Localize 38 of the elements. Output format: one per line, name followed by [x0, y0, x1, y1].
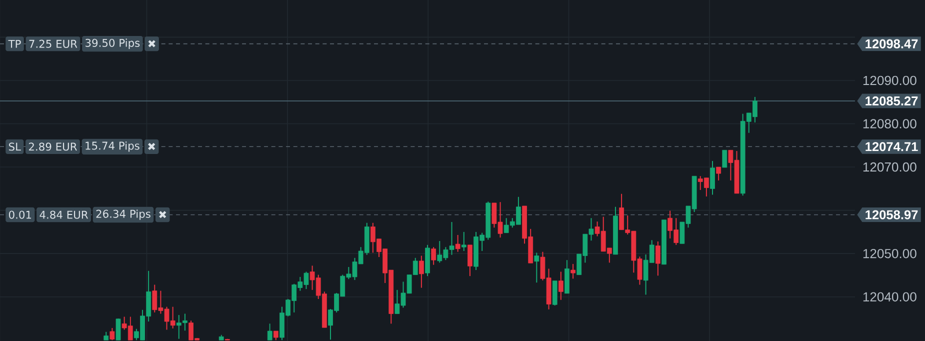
- annotation: 2.89 EUR: [28, 142, 77, 151]
- y-tick-label: 12090.00: [863, 76, 916, 86]
- candlestick: [570, 263, 576, 280]
- ref-line-label: 12058.97: [866, 210, 918, 220]
- y-tick-label: 12050.00: [863, 248, 916, 258]
- y-tick-label: 12070.00: [863, 162, 916, 172]
- candlestick: [710, 160, 715, 196]
- ref-line-label: 12098.47: [866, 39, 918, 48]
- annotation: SL: [8, 142, 21, 151]
- candlestick: [655, 240, 660, 276]
- annotation: ✖: [148, 142, 156, 150]
- annotation: 26.34 Pips: [96, 210, 150, 220]
- ref-line-label: 12085.27: [866, 96, 918, 106]
- candlestick: [534, 252, 540, 284]
- candlestick: [273, 330, 278, 341]
- annotation: 0.01: [8, 210, 32, 219]
- candlestick: [461, 231, 466, 252]
- candlestick: [267, 323, 272, 341]
- candlestick: [722, 150, 728, 168]
- candlestick: [431, 246, 436, 266]
- candlestick: [455, 234, 460, 252]
- annotation: ✖: [159, 211, 166, 218]
- candlestick: [558, 271, 564, 300]
- y-tick-label: 12080.00: [863, 119, 916, 128]
- annotation: 39.50 Pips: [86, 38, 140, 49]
- candlestick: [418, 255, 424, 288]
- annotation: 4.84 EUR: [40, 210, 88, 219]
- candlestick: [110, 328, 115, 341]
- candlestick: [552, 280, 558, 306]
- candlestick: [116, 318, 121, 341]
- annotation: TP: [8, 40, 21, 48]
- ref-line-label: 12074.71: [866, 142, 918, 152]
- candlestick: [716, 166, 722, 181]
- annotation: 7.25 EUR: [29, 40, 78, 48]
- candlestick: [468, 244, 472, 277]
- annotation: 15.74 Pips: [86, 141, 140, 152]
- annotation: ✖: [148, 40, 156, 48]
- y-tick-label: 12040.00: [863, 292, 916, 302]
